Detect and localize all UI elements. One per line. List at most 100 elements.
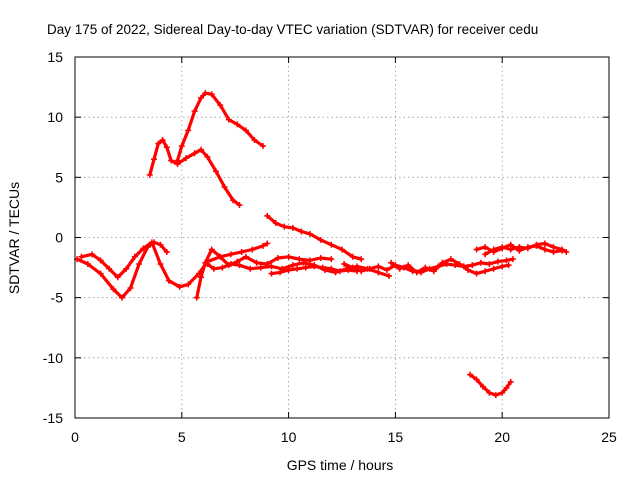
data-point bbox=[366, 265, 373, 272]
data-point bbox=[422, 264, 429, 271]
data-point bbox=[230, 197, 237, 204]
data-point bbox=[456, 260, 463, 267]
data-point bbox=[268, 263, 275, 270]
x-tick-label: 5 bbox=[178, 429, 186, 445]
data-point bbox=[473, 270, 480, 277]
data-point bbox=[473, 246, 480, 253]
data-point bbox=[277, 269, 284, 276]
series-track-12 bbox=[482, 240, 570, 258]
data-point bbox=[155, 140, 162, 147]
data-point bbox=[118, 294, 125, 301]
data-point bbox=[385, 273, 392, 280]
data-point bbox=[336, 268, 343, 275]
data-point bbox=[430, 268, 437, 275]
data-point bbox=[439, 259, 446, 266]
data-point bbox=[479, 383, 486, 390]
data-point bbox=[499, 263, 506, 270]
data-point bbox=[482, 251, 489, 258]
y-tick-label: 0 bbox=[55, 230, 63, 246]
series-line bbox=[265, 214, 363, 261]
data-point bbox=[208, 91, 215, 98]
data-point bbox=[272, 220, 279, 227]
data-point bbox=[131, 253, 138, 260]
data-point bbox=[123, 265, 130, 272]
series-track-9 bbox=[341, 256, 516, 276]
data-point bbox=[413, 269, 420, 276]
data-point bbox=[285, 266, 292, 273]
data-point bbox=[198, 94, 205, 101]
data-point bbox=[405, 262, 412, 269]
data-point bbox=[204, 260, 211, 267]
data-point bbox=[163, 144, 170, 151]
data-point bbox=[146, 171, 153, 178]
data-point bbox=[225, 116, 232, 123]
series-track-5 bbox=[193, 246, 335, 301]
data-point bbox=[268, 270, 275, 277]
data-point bbox=[541, 246, 548, 253]
data-point bbox=[264, 240, 271, 247]
data-point bbox=[507, 378, 514, 385]
data-point bbox=[168, 157, 175, 164]
data-point bbox=[148, 239, 155, 246]
data-point bbox=[306, 257, 313, 264]
data-point bbox=[157, 241, 164, 248]
chart-title: Day 175 of 2022, Sidereal Day-to-day VTE… bbox=[47, 22, 538, 37]
data-point bbox=[257, 264, 264, 271]
series-line bbox=[148, 138, 242, 207]
data-point bbox=[317, 254, 324, 261]
series-track-10 bbox=[388, 256, 512, 277]
x-tick-label: 10 bbox=[281, 429, 297, 445]
data-point bbox=[339, 246, 345, 253]
data-point bbox=[328, 265, 335, 272]
data-point bbox=[319, 264, 326, 271]
data-point bbox=[559, 246, 566, 253]
data-point bbox=[503, 384, 510, 391]
data-point bbox=[383, 266, 390, 273]
data-point bbox=[251, 137, 258, 144]
data-point bbox=[306, 230, 313, 237]
data-point bbox=[524, 245, 531, 252]
data-point bbox=[247, 265, 254, 272]
data-point bbox=[317, 236, 324, 243]
data-point bbox=[328, 256, 335, 263]
data-point bbox=[507, 246, 514, 253]
y-tick-label: 5 bbox=[55, 169, 63, 185]
data-point bbox=[212, 168, 219, 175]
data-point bbox=[210, 265, 217, 272]
data-point bbox=[198, 274, 205, 281]
y-tick-label: -10 bbox=[43, 350, 63, 366]
data-point bbox=[127, 285, 134, 292]
data-point bbox=[249, 246, 256, 253]
data-point bbox=[533, 241, 540, 248]
x-tick-label: 15 bbox=[388, 429, 404, 445]
y-tick-label: -5 bbox=[51, 290, 64, 306]
data-point bbox=[296, 256, 303, 263]
data-point bbox=[198, 146, 205, 153]
data-point bbox=[84, 260, 91, 267]
data-point bbox=[563, 248, 570, 255]
data-point bbox=[236, 202, 243, 209]
data-point bbox=[106, 265, 113, 272]
data-point bbox=[185, 281, 192, 288]
data-point bbox=[221, 183, 228, 190]
data-point bbox=[494, 258, 501, 265]
data-point bbox=[492, 392, 499, 399]
y-tick-label: 10 bbox=[47, 109, 63, 125]
data-point bbox=[97, 270, 104, 277]
series-track-3 bbox=[146, 137, 243, 209]
data-point bbox=[482, 268, 489, 275]
data-point bbox=[469, 262, 476, 269]
data-point bbox=[185, 127, 192, 134]
data-point bbox=[78, 253, 85, 260]
data-point bbox=[289, 224, 296, 231]
data-point bbox=[550, 244, 557, 251]
data-point bbox=[505, 262, 512, 269]
data-point bbox=[465, 266, 472, 273]
data-point bbox=[375, 269, 382, 276]
data-point bbox=[499, 389, 506, 396]
y-tick-label: -15 bbox=[43, 410, 63, 426]
data-point bbox=[183, 155, 190, 162]
x-tick-label: 0 bbox=[71, 429, 79, 445]
data-point bbox=[396, 265, 403, 272]
data-point bbox=[473, 376, 480, 383]
